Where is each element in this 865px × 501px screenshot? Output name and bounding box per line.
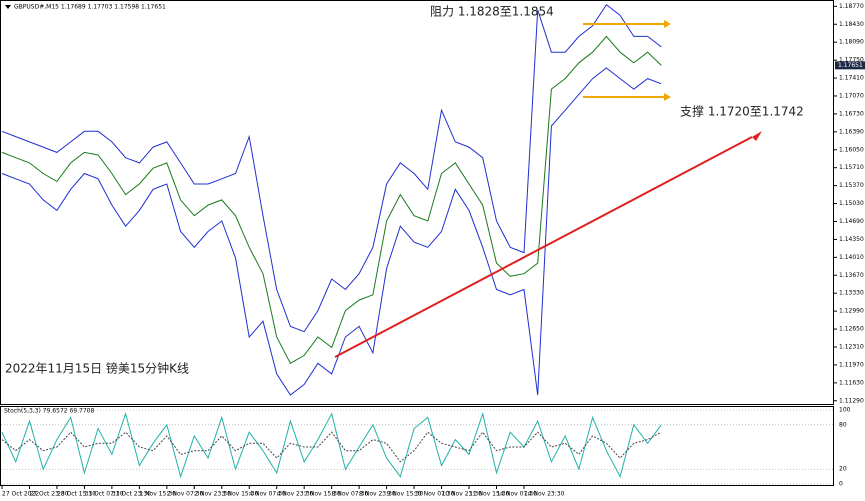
x-tick-label: 27 Oct 23:30	[29, 491, 68, 498]
x-tick-label: 27 Oct 2022	[2, 491, 39, 498]
y-tick-label: 1.14350	[839, 236, 864, 243]
y-tick-label: 1.12990	[839, 308, 864, 315]
y-tick-label: 1.18770	[839, 3, 864, 10]
y-tick-label: 1.13330	[839, 290, 864, 297]
x-tick-label: 2 Nov 23:30	[194, 491, 231, 498]
y-tick-label: 1.17410	[839, 75, 864, 82]
x-tick-label: 4 Nov 07:30	[249, 491, 286, 498]
y-tick-label: 1.18430	[839, 21, 864, 28]
y-tick-label: 1.18090	[839, 39, 864, 46]
x-tick-label: 10 Nov 23:30	[442, 491, 483, 498]
x-tick-label: 10 Nov 07:30	[414, 491, 455, 498]
x-tick-label: 2 Nov 07:30	[167, 491, 204, 498]
y-tick-label: 1.11970	[839, 361, 864, 368]
y-tick-label: 1.12650	[839, 326, 864, 333]
x-tick-label: 14 Nov 07:30	[496, 491, 537, 498]
trend-arrow	[752, 131, 762, 141]
x-tick-label: 8 Nov 23:30	[359, 491, 396, 498]
resistance-arrow	[664, 20, 671, 28]
y-tick-label: 1.14010	[839, 254, 864, 261]
resistance-note: 阻力 1.1828至1.1854	[430, 5, 554, 19]
x-tick-label: 14 Nov 23:30	[524, 491, 565, 498]
y-tick-label: 1.15030	[839, 200, 864, 207]
trend-line	[334, 136, 753, 358]
price-panel	[0, 0, 834, 405]
y-tick-label: 1.17070	[839, 92, 864, 99]
plot	[1, 3, 833, 485]
chart-caption: 2022年11月15日 镑美15分钟K线	[5, 361, 189, 376]
x-tick-label: 7 Nov 15:30	[304, 491, 341, 498]
x-tick-label: 11 Nov 15:30	[469, 491, 510, 498]
stoch-tick-label: 20	[839, 466, 847, 473]
series-line	[1, 3, 662, 333]
y-tick-label: 1.16390	[839, 128, 864, 135]
x-tick-label: 31 Oct 23:30	[112, 491, 151, 498]
x-tick-label: 9 Nov 15:30	[387, 491, 424, 498]
x-tick-label: 1 Nov 15:30	[139, 491, 176, 498]
y-tick-label: 1.13670	[839, 272, 864, 279]
series-line	[1, 67, 662, 396]
stoch-panel	[0, 406, 834, 486]
y-tick-label: 1.14690	[839, 218, 864, 225]
y-tick-label: 1.15710	[839, 164, 864, 171]
y-tick-label: 1.12310	[839, 343, 864, 350]
y-tick-label: 1.16730	[839, 110, 864, 117]
series-line	[1, 411, 662, 479]
y-tick-label: 1.11290	[839, 397, 864, 404]
x-tick-label: 31 Oct 07:30	[84, 491, 123, 498]
symbol-header: GBPUSD#,M15 1.17689 1.17703 1.17598 1.17…	[14, 4, 166, 11]
stoch-tick-label: 0	[839, 481, 843, 488]
x-tick-label: 3 Nov 15:30	[222, 491, 259, 498]
stoch-tick-label: 80	[839, 421, 847, 428]
series-line	[1, 431, 662, 463]
stoch-header: Stoch(5,3,3) 79.6572 69.7708	[4, 408, 95, 415]
x-tick-label: 28 Oct 15:30	[57, 491, 96, 498]
support-arrow	[664, 93, 671, 101]
stoch-tick-label: 100	[839, 407, 851, 414]
series-line	[1, 35, 662, 364]
current-price-label: 1.17651	[838, 62, 863, 69]
menu-icon	[5, 5, 11, 9]
y-tick-label: 1.17750	[839, 57, 864, 64]
support-note: 支撑 1.1720至1.1742	[680, 104, 804, 119]
x-tick-label: 4 Nov 23:30	[277, 491, 314, 498]
x-tick-label: 8 Nov 07:30	[332, 491, 369, 498]
current-price-box	[835, 61, 865, 70]
y-tick-label: 1.16050	[839, 146, 864, 153]
y-tick-label: 1.11630	[839, 379, 864, 386]
y-tick-label: 1.15370	[839, 182, 864, 189]
